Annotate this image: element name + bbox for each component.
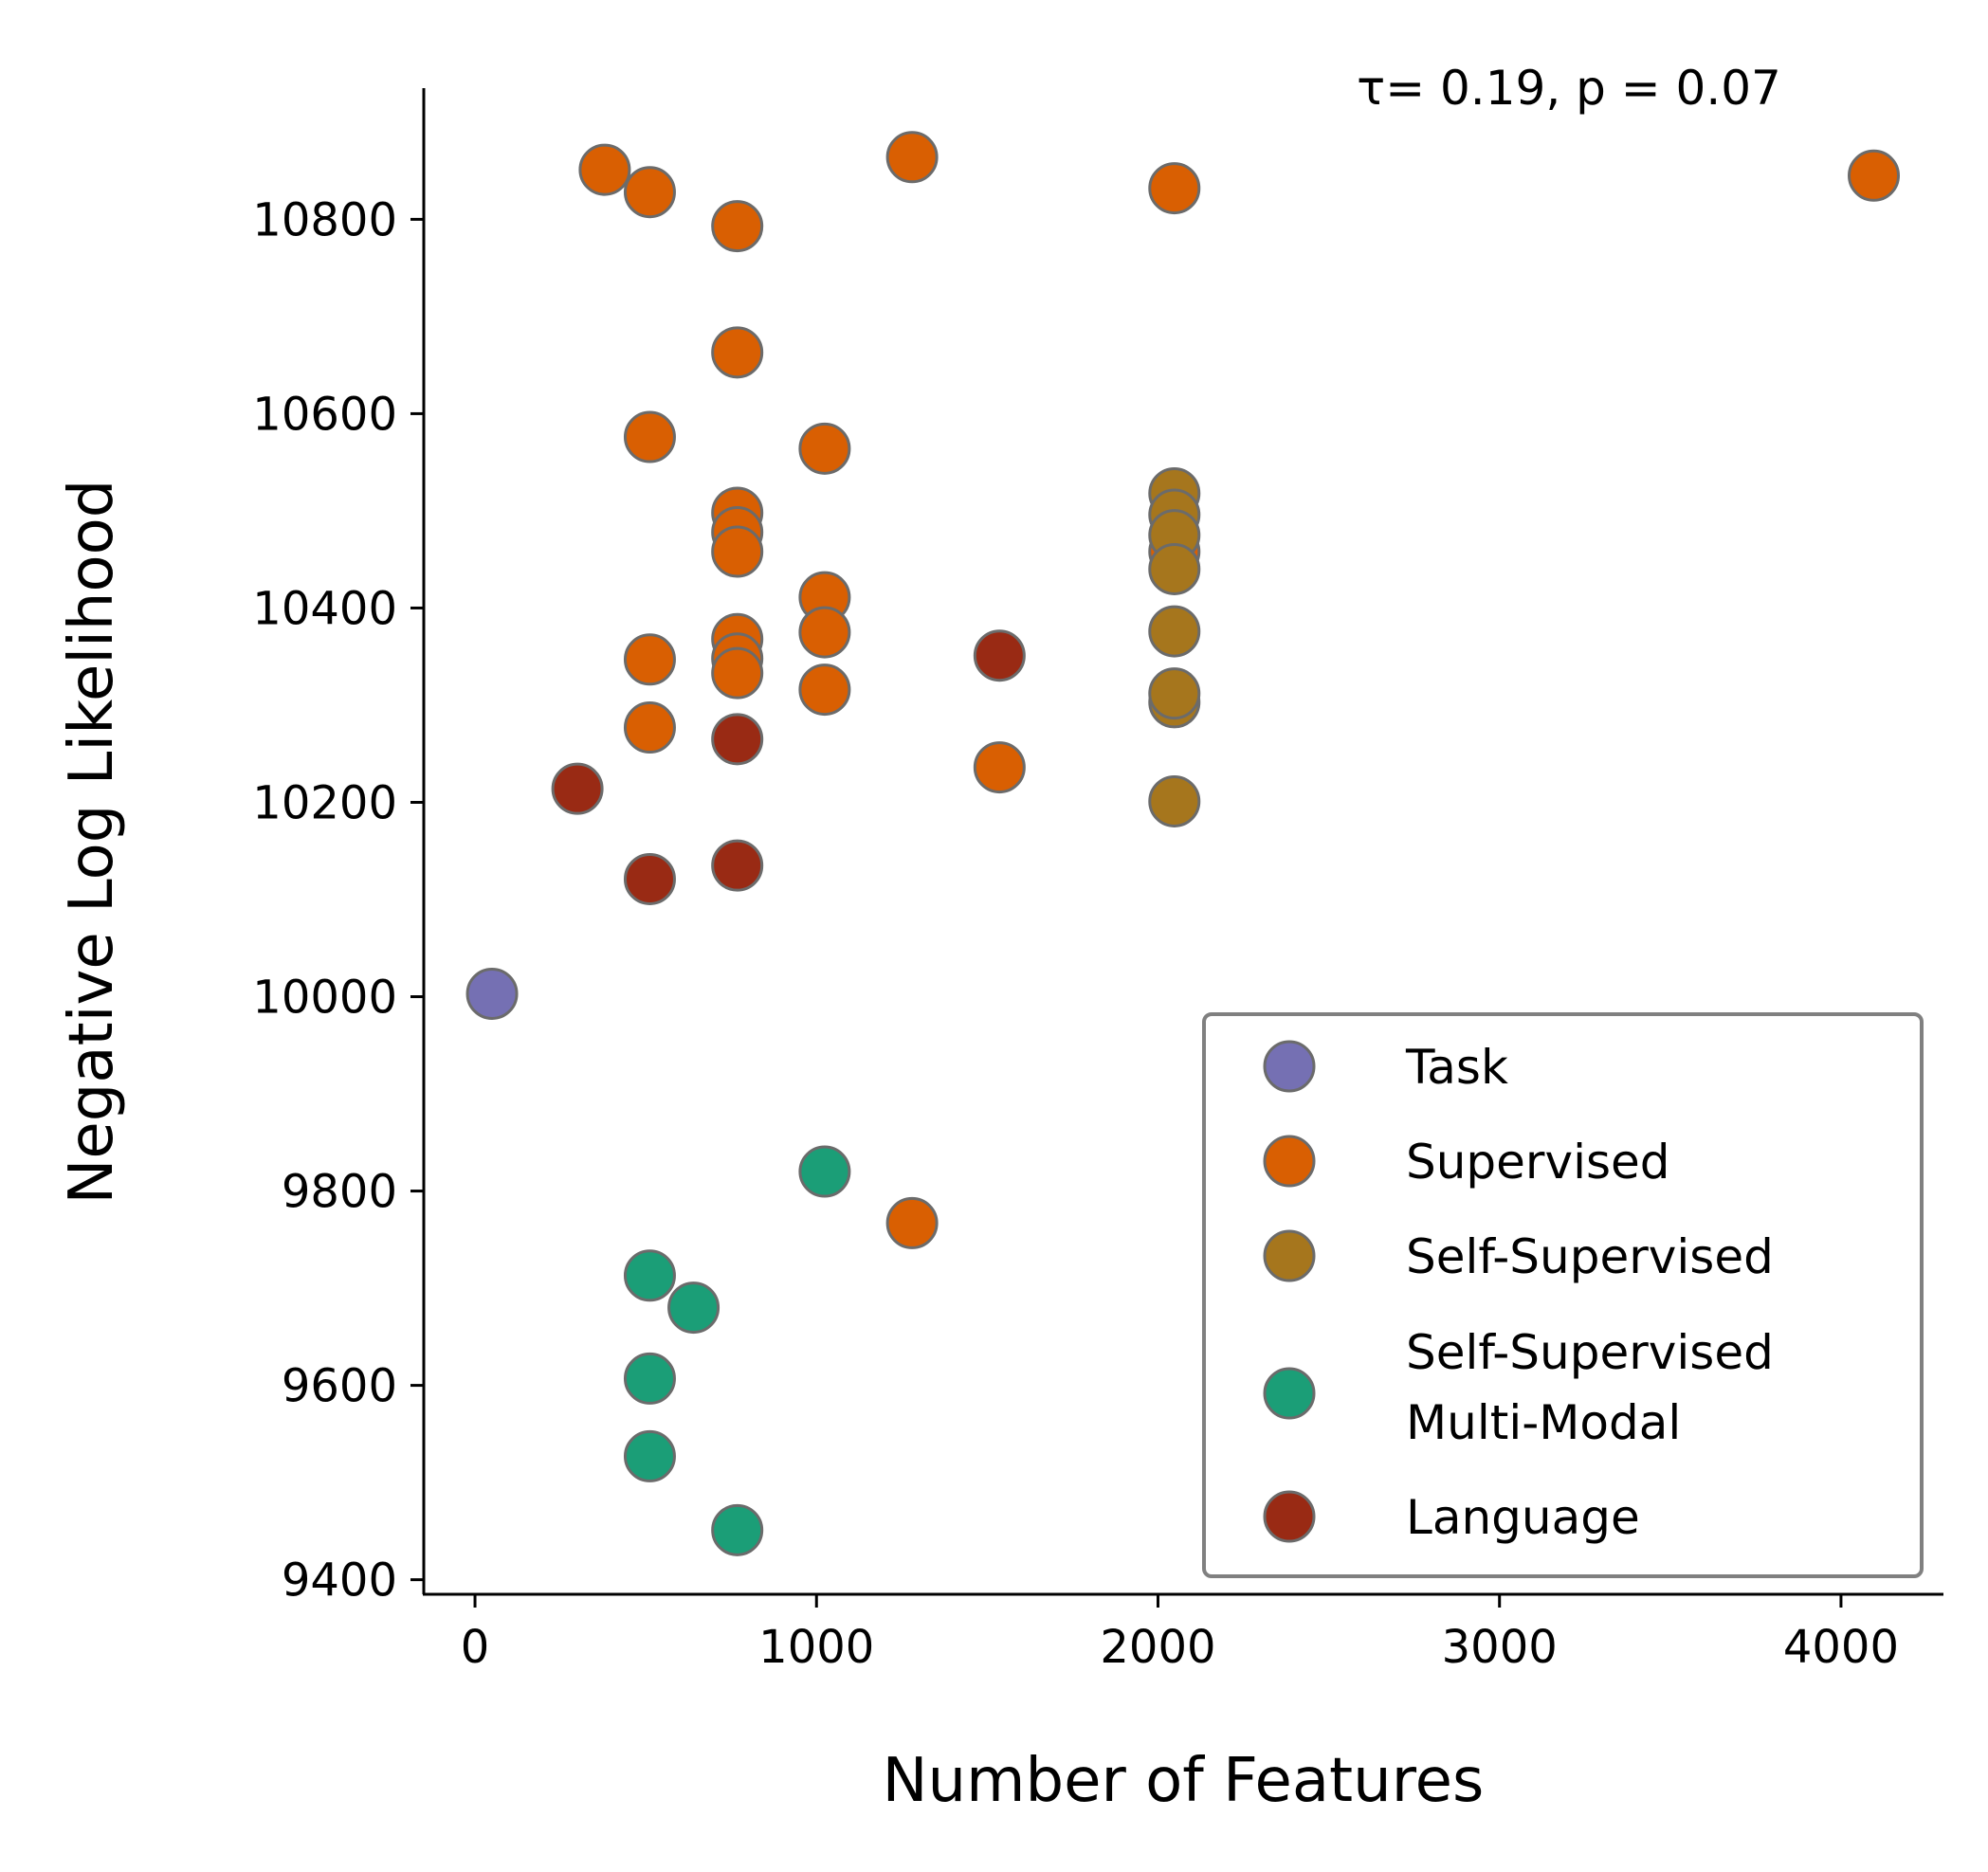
point-supervised	[711, 200, 764, 253]
legend-label-supervised: Supervised	[1406, 1135, 1670, 1190]
y-axis-title: Negative Log Likelihood	[57, 480, 127, 1205]
point-supervised	[1148, 162, 1201, 215]
x-tick-label: 3000	[1442, 1621, 1558, 1674]
point-language	[973, 629, 1026, 682]
point-self-supervised	[1148, 542, 1201, 595]
point-supervised	[798, 606, 851, 659]
point-language	[711, 713, 764, 766]
legend-label-language: Language	[1406, 1490, 1640, 1545]
point-supervised	[798, 663, 851, 717]
legend-entries: Task Supervised Self-Supervised Self-Superv…	[1263, 1040, 1774, 1545]
legend-marker-task	[1263, 1040, 1316, 1093]
point-supervised	[711, 646, 764, 700]
legend: Task Supervised Self-Supervised Self-Superv…	[1202, 1012, 1924, 1578]
point-language	[711, 839, 764, 892]
x-tick-label: 4000	[1783, 1621, 1899, 1674]
point-supervised	[623, 166, 676, 219]
y-tick-label: 10400	[252, 582, 397, 635]
point-supervised	[578, 143, 631, 196]
point-supervised	[885, 1196, 939, 1249]
x-tick-label: 2000	[1100, 1621, 1215, 1674]
point-language	[551, 762, 604, 815]
x-ticks: 0 1000 2000 3000 4000	[461, 1594, 1899, 1674]
legend-label-self-supervised-multi-modal: Self-Supervised Multi-Modal	[1406, 1325, 1774, 1450]
point-self-supervised-multi-modal	[623, 1429, 676, 1482]
legend-label-self-supervised: Self-Supervised	[1406, 1229, 1774, 1284]
x-tick-label: 0	[461, 1621, 490, 1674]
plot-area: 0 1000 2000 3000 4000 9400 9600 9800 10000 10200…	[252, 88, 1943, 1674]
point-self-supervised	[1148, 605, 1201, 658]
points-layer	[465, 131, 1901, 1556]
legend-label-task: Task	[1405, 1040, 1508, 1095]
legend-marker-supervised	[1263, 1135, 1316, 1188]
point-supervised	[711, 326, 764, 379]
point-supervised	[623, 410, 676, 463]
legend-frame	[1202, 1012, 1924, 1578]
legend-marker-language	[1263, 1490, 1316, 1543]
point-language	[623, 852, 676, 905]
point-supervised	[885, 131, 939, 184]
y-tick-label: 9800	[282, 1166, 397, 1219]
y-ticks: 9400 9600 9800 10000 10200 10400 10600 10800	[252, 193, 424, 1608]
point-task	[465, 967, 519, 1020]
x-axis-title: Number of Features	[883, 1746, 1485, 1816]
point-supervised	[623, 633, 676, 686]
point-self-supervised	[1148, 774, 1201, 827]
point-supervised	[973, 741, 1026, 794]
point-supervised	[711, 525, 764, 578]
y-tick-label: 9400	[282, 1554, 397, 1608]
point-self-supervised-multi-modal	[711, 1503, 764, 1556]
y-tick-label: 10800	[252, 193, 397, 246]
correlation-annotation: τ= 0.19, p = 0.07	[1357, 61, 1781, 116]
y-tick-label: 9600	[282, 1360, 397, 1413]
point-supervised	[1848, 149, 1901, 202]
point-self-supervised-multi-modal	[623, 1352, 676, 1405]
point-self-supervised-multi-modal	[798, 1145, 851, 1198]
point-self-supervised-multi-modal	[667, 1281, 720, 1335]
x-tick-label: 1000	[758, 1621, 874, 1674]
legend-marker-self-supervised	[1263, 1229, 1316, 1282]
point-self-supervised	[1148, 667, 1201, 720]
y-tick-label: 10600	[252, 388, 397, 441]
point-supervised	[623, 701, 676, 754]
legend-marker-self-supervised-multi-modal	[1263, 1367, 1316, 1420]
y-tick-label: 10000	[252, 972, 397, 1025]
point-supervised	[798, 422, 851, 475]
point-self-supervised-multi-modal	[623, 1249, 676, 1302]
y-tick-label: 10200	[252, 776, 397, 829]
